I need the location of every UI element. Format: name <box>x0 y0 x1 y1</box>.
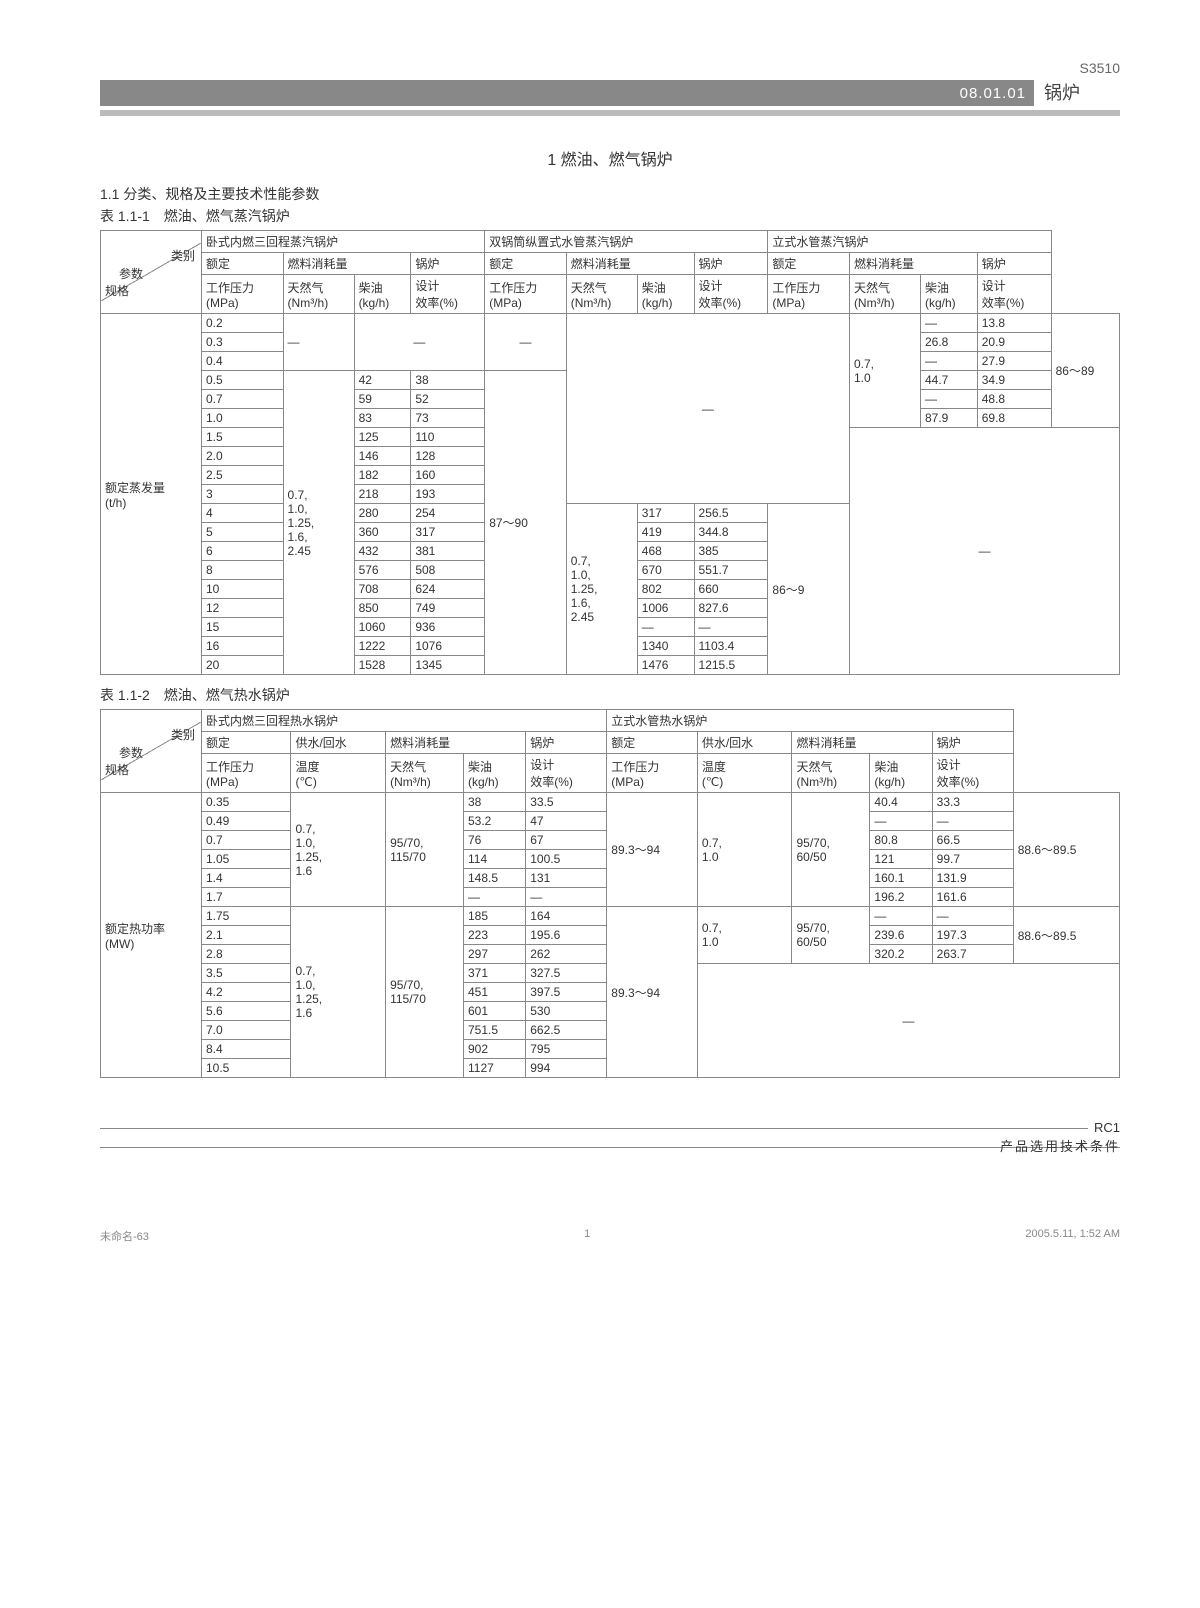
print-footer: 未命名-63 1 2005.5.11, 1:52 AM <box>0 1188 1200 1254</box>
chapter-title: 锅炉 <box>1034 80 1120 106</box>
divider <box>100 110 1120 116</box>
print-footer-left: 未命名-63 <box>100 1228 149 1244</box>
steam-boiler-table: 类别 参数 规格 卧式内燃三回程蒸汽锅炉 双锅筒纵置式水管蒸汽锅炉 立式水管蒸汽… <box>100 230 1120 675</box>
footer-rc: RC1 <box>1088 1120 1120 1135</box>
footer: RC1 产品选用技术条件 <box>100 1128 1120 1148</box>
table2-caption: 表 1.1-2 燃油、燃气热水锅炉 <box>100 685 1120 705</box>
print-footer-center: 1 <box>584 1228 590 1244</box>
footer-text: 产品选用技术条件 <box>1000 1136 1120 1155</box>
print-footer-right: 2005.5.11, 1:52 AM <box>1025 1228 1120 1244</box>
subsection-title: 1.1 分类、规格及主要技术性能参数 <box>100 184 1120 204</box>
section-title: 1 燃油、燃气锅炉 <box>100 146 1120 170</box>
hotwater-boiler-table: 类别 参数 规格 卧式内燃三回程热水锅炉 立式水管热水锅炉 额定 供水/回水 燃… <box>100 709 1120 1078</box>
doc-code: S3510 <box>100 60 1120 80</box>
table1-caption: 表 1.1-1 燃油、燃气蒸汽锅炉 <box>100 206 1120 226</box>
rowhead: 额定蒸发量 (t/h) <box>101 314 202 675</box>
chapter-code: 08.01.01 <box>952 85 1034 102</box>
header-bar: 08.01.01 锅炉 <box>100 80 1120 106</box>
table1-diag: 类别 参数 规格 <box>101 243 201 301</box>
table2-diag: 类别 参数 规格 <box>101 722 201 780</box>
